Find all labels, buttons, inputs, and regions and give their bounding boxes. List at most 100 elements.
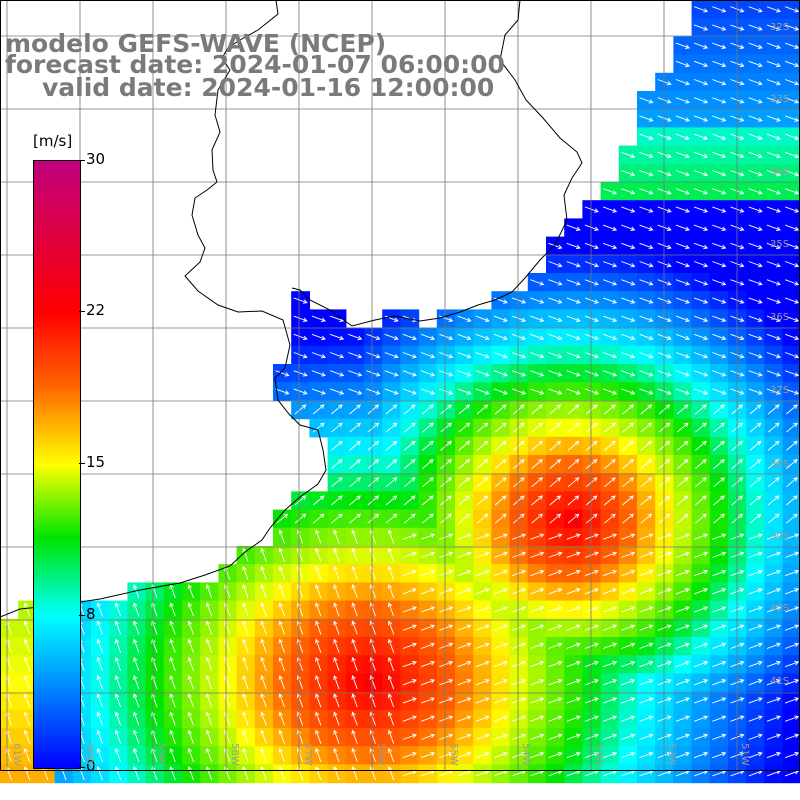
wind-arrow [513,513,525,524]
wind-arrow [621,315,636,322]
wind-arrow [584,206,599,213]
wind-arrow [351,602,358,617]
wind-arrow [749,404,762,415]
wind-arrow [748,388,763,395]
wind-arrow [712,642,727,649]
wind-arrow [439,642,454,649]
wind-arrow [420,679,436,686]
wind-arrow [748,206,763,213]
wind-arrow [786,477,798,488]
wind-arrow [440,440,452,451]
lat-label-36s: 36S [770,312,790,323]
wind-arrow [748,60,763,68]
wind-arrow [566,533,581,540]
wind-arrow [333,529,340,544]
wind-arrow [639,333,654,341]
wind-arrow [439,388,454,395]
lat-label-37s: 37S [770,385,790,396]
wind-arrow [748,551,763,558]
wind-arrow [476,458,489,469]
wind-arrow [369,675,376,690]
wind-arrow [493,624,508,631]
wind-arrow [566,279,581,286]
wind-arrow [640,440,653,451]
wind-arrow [766,24,781,31]
wind-arrow [387,584,395,599]
wind-arrow [457,551,472,558]
wind-arrow [639,97,654,104]
wind-arrow [621,715,636,722]
wind-arrow [548,715,563,722]
wind-arrow [566,606,581,613]
wind-arrow [548,388,563,395]
wind-arrow [693,133,709,140]
wind-arrow [712,206,727,213]
wind-arrow [675,60,690,68]
wind-arrow [766,206,781,213]
wind-arrow [602,261,618,268]
wind-arrow [403,440,416,451]
wind-arrow [278,602,285,617]
wind-arrow [293,333,308,341]
wind-arrow [187,656,194,672]
wind-arrow [278,638,285,653]
wind-arrow [784,352,800,359]
wind-arrow [693,261,709,268]
wind-arrow [23,602,31,617]
wind-arrow [639,206,654,213]
wind-arrow [493,388,508,395]
wind-arrow [639,624,654,631]
wind-arrow [549,458,562,469]
colorbar-tick-mark [79,615,85,616]
wind-arrow [639,188,654,195]
wind-arrow [567,440,580,451]
wind-arrow [420,551,436,558]
wind-arrow [367,477,380,488]
wind-arrow [440,458,452,469]
wind-arrow [402,551,417,558]
wind-arrow [713,440,725,451]
wind-arrow [748,697,763,704]
wind-arrow [766,151,781,159]
wind-arrow [493,533,508,540]
wind-arrow [675,551,690,558]
wind-arrow [784,588,800,595]
wind-arrow [511,569,527,577]
wind-arrow [639,115,654,122]
wind-arrow [640,422,653,433]
wind-arrow [693,551,709,558]
wind-arrow [367,458,380,469]
wind-arrow [748,624,763,631]
wind-arrow [784,333,800,341]
wind-arrow [351,529,358,544]
wind-arrow [784,715,800,722]
wind-arrow [693,370,709,377]
wind-arrow [205,584,213,599]
wind-arrow [422,440,434,451]
wind-arrow [440,422,452,433]
wind-arrow [621,642,636,649]
wind-arrow [602,352,618,359]
wind-arrow [602,624,618,631]
wind-arrow [676,422,689,433]
wind-arrow [548,261,563,268]
wind-arrow [766,733,781,740]
wind-arrow [693,97,709,104]
wind-arrow [639,715,654,722]
wind-arrow [531,477,543,488]
wind-arrow [748,642,763,649]
model-title: modelo GEFS-WAVE (NCEP) [5,29,387,58]
wind-arrow [493,370,508,377]
wind-arrow [260,693,267,708]
wind-arrow [513,404,525,415]
wind-arrow [693,42,709,49]
wind-arrow [530,352,545,359]
wind-arrow [548,315,563,322]
wind-arrow [96,766,103,781]
wind-arrow [585,422,598,433]
wind-arrow [475,660,490,668]
wind-arrow [675,697,690,704]
wind-arrow [439,679,454,686]
wind-arrow [369,711,376,726]
